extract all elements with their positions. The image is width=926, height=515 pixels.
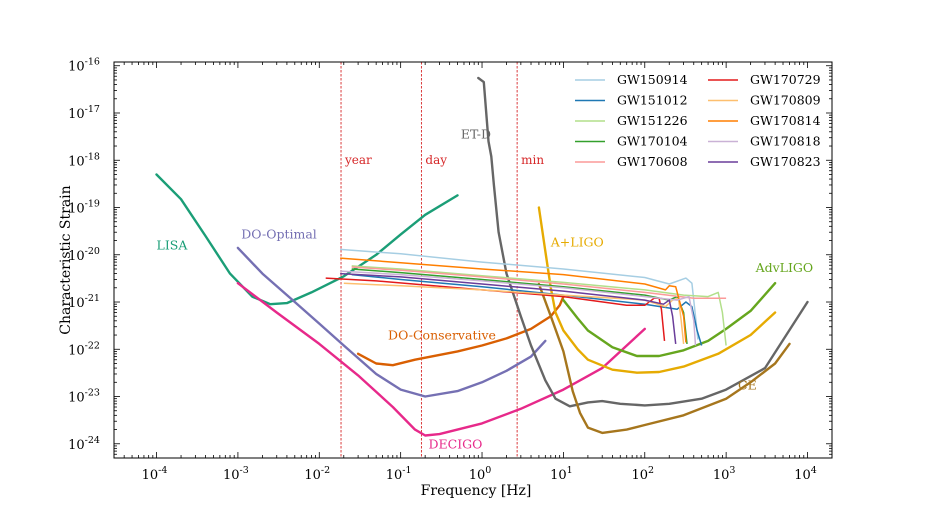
x-tick-label: 100 bbox=[469, 465, 492, 483]
legend-label-gw151012: GW151012 bbox=[617, 93, 688, 108]
legend: GW150914 GW151012 GW151226 GW170104 GW170608… bbox=[575, 72, 821, 169]
label-advligo: AdvLIGO bbox=[755, 260, 814, 275]
y-tick-label: 10-16 bbox=[68, 57, 100, 75]
event-curves bbox=[325, 248, 727, 346]
y-tick-label: 10-24 bbox=[68, 435, 100, 453]
vline-label-min: min bbox=[521, 153, 544, 167]
curve-gw170809 bbox=[343, 282, 685, 344]
label-ce: CE bbox=[738, 378, 757, 393]
legend-label-gw151226: GW151226 bbox=[617, 113, 688, 128]
y-axis-label: Characteristic Strain bbox=[58, 185, 74, 334]
y-tick-label: 10-21 bbox=[68, 293, 100, 311]
x-axis-label: Frequency [Hz] bbox=[421, 483, 532, 499]
legend-label-gw170608: GW170608 bbox=[617, 154, 688, 169]
label-et-d: ET-D bbox=[461, 126, 491, 141]
legend-label-gw150914: GW150914 bbox=[617, 72, 688, 87]
x-tick-label: 10-4 bbox=[142, 465, 168, 483]
curve-gw151226 bbox=[351, 265, 727, 346]
curve-a-ligo bbox=[537, 206, 777, 374]
y-tick-label: 10-22 bbox=[68, 340, 100, 358]
curve-gw170823 bbox=[340, 272, 677, 344]
label-do-optimal: DO-Optimal bbox=[241, 227, 317, 242]
y-tick-label: 10-20 bbox=[68, 246, 100, 264]
curve-labels: LISA DO-Optimal DO-Conservative DECIGO ET-D A… bbox=[157, 126, 814, 451]
x-tick-label: 10-1 bbox=[386, 465, 412, 483]
y-tick-label: 10-19 bbox=[68, 199, 100, 217]
detector-curves bbox=[155, 76, 809, 437]
x-tick-label: 102 bbox=[631, 465, 654, 483]
vline-label-day: day bbox=[425, 153, 447, 167]
legend-label-gw170814: GW170814 bbox=[750, 113, 821, 128]
curve-do-conservative bbox=[356, 295, 565, 367]
x-tick-label: 101 bbox=[550, 465, 573, 483]
vline-label-year: year bbox=[344, 153, 372, 167]
y-tick-label: 10-23 bbox=[68, 388, 100, 406]
legend-label-gw170823: GW170823 bbox=[750, 154, 821, 169]
plot-frame bbox=[113, 61, 833, 459]
axes: 10-4 10-3 10-2 10-1 100 101 102 103 104 10-24 10-2… bbox=[68, 57, 833, 483]
x-tick-label: 104 bbox=[794, 465, 817, 483]
label-a-ligo: A+LIGO bbox=[550, 234, 604, 249]
legend-label-gw170818: GW170818 bbox=[750, 134, 821, 149]
curve-advligo bbox=[562, 282, 777, 358]
curve-gw170814 bbox=[340, 257, 687, 343]
time-markers: year day min bbox=[340, 62, 544, 458]
x-tick-label: 103 bbox=[713, 465, 736, 483]
curve-gw150914 bbox=[340, 248, 699, 340]
label-lisa: LISA bbox=[157, 237, 189, 252]
curve-gw170818 bbox=[340, 270, 697, 346]
y-tick-label: 10-18 bbox=[68, 151, 100, 169]
legend-label-gw170809: GW170809 bbox=[750, 93, 821, 108]
curve-lisa bbox=[155, 173, 459, 306]
x-tick-label: 10-3 bbox=[223, 465, 249, 483]
legend-label-gw170729: GW170729 bbox=[750, 72, 821, 87]
curve-gw170608 bbox=[351, 266, 727, 300]
y-tick-label: 10-17 bbox=[68, 104, 100, 122]
x-tick-label: 10-2 bbox=[304, 465, 330, 483]
curve-do-optimal bbox=[236, 246, 547, 398]
legend-label-gw170104: GW170104 bbox=[617, 134, 688, 149]
curve-decigo bbox=[236, 282, 646, 437]
plot-area bbox=[114, 62, 832, 458]
curve-et-d bbox=[477, 76, 809, 408]
label-do-conservative: DO-Conservative bbox=[388, 328, 496, 343]
curve-ce bbox=[537, 282, 791, 435]
label-decigo: DECIGO bbox=[429, 436, 483, 451]
plot-background bbox=[114, 62, 832, 458]
